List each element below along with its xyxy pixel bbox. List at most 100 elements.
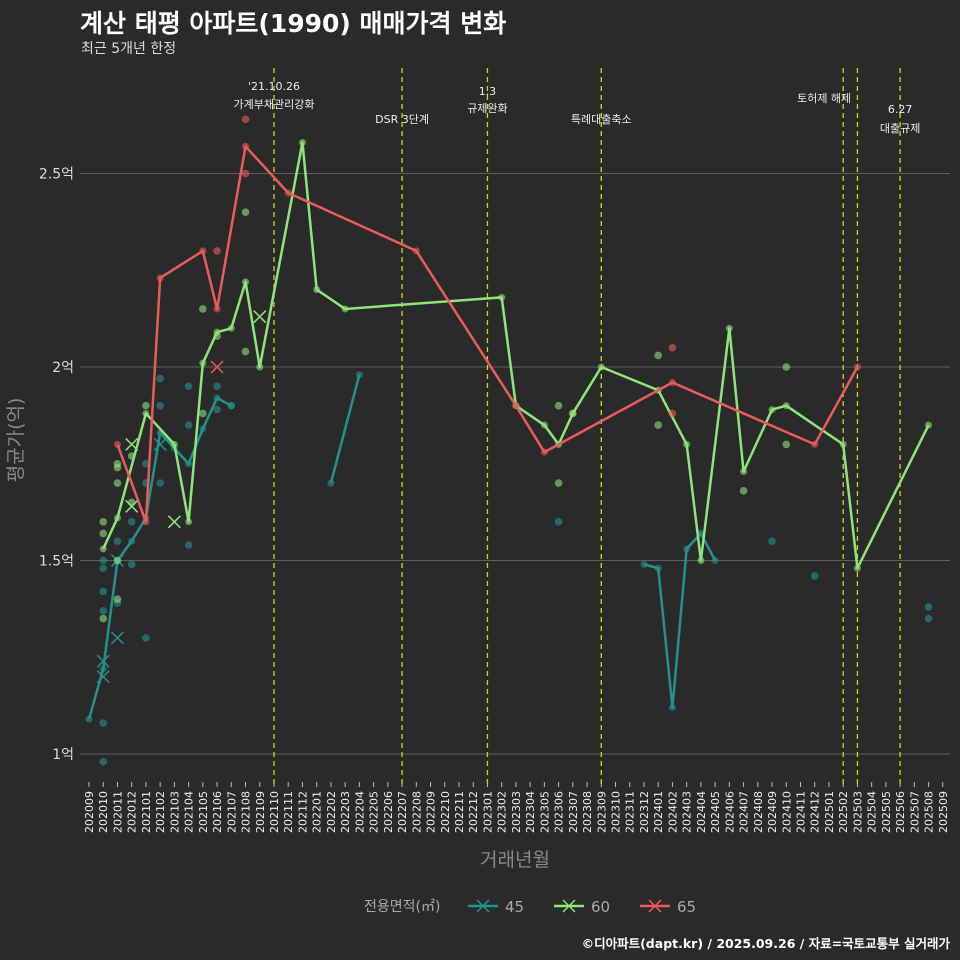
x-tick-label: 202208	[410, 791, 423, 833]
data-point	[99, 556, 108, 565]
line-point	[128, 537, 136, 545]
x-tick-label: 202403	[681, 791, 694, 833]
legend-label-65: 65	[677, 898, 696, 916]
event-label: 규제완화	[467, 102, 507, 115]
x-tick-label: 202501	[823, 791, 836, 833]
event-label: 토허제 해제	[797, 91, 851, 105]
x-tick-label: 202201	[311, 791, 324, 833]
x-tick-label: 202103	[168, 791, 181, 833]
data-point	[810, 572, 819, 580]
data-point	[184, 541, 193, 549]
x-tick-label: 202206	[382, 791, 395, 833]
data-point	[199, 409, 207, 418]
line-point	[597, 363, 605, 371]
data-point	[184, 382, 193, 391]
line-point	[668, 704, 676, 712]
data-point	[113, 595, 122, 603]
data-point	[99, 518, 108, 526]
data-point	[241, 169, 250, 178]
y-tick-label: 2억	[52, 360, 74, 376]
series-65	[113, 115, 861, 526]
x-tick-label: 202507	[908, 791, 921, 833]
line-point	[142, 518, 150, 526]
chart-title: 계산 태평 아파트(1990) 매매가격 변화	[80, 9, 507, 38]
x-tick-label: 202303	[510, 791, 523, 833]
x-tick-label: 202010	[97, 791, 110, 833]
line-point	[170, 440, 178, 448]
x-tick-label: 202009	[83, 791, 96, 833]
x-tick-label: 202202	[325, 791, 338, 833]
data-point	[142, 459, 150, 468]
line-point	[498, 293, 506, 301]
line-point	[512, 402, 520, 410]
x-tick-label: 202504	[866, 791, 879, 833]
series-line	[643, 532, 717, 709]
data-point	[99, 607, 108, 615]
x-tick-label: 202404	[695, 791, 708, 833]
legend-key-cross	[648, 899, 662, 913]
event-label: 대출규제	[880, 122, 920, 135]
line-point	[853, 363, 861, 371]
x-tick-label: 202401	[652, 791, 665, 833]
line-point	[227, 324, 235, 332]
data-point	[99, 529, 108, 538]
x-tick-label: 202402	[666, 791, 679, 833]
data-point	[213, 247, 221, 255]
x-tick-label: 202505	[880, 791, 893, 833]
x-tick-label: 202509	[937, 791, 950, 833]
series-45	[85, 371, 933, 766]
data-point	[99, 587, 108, 596]
x-tick-label: 202205	[368, 791, 381, 833]
line-point	[853, 564, 861, 572]
x-tick-label: 202409	[766, 791, 779, 833]
x-tick-label: 202209	[425, 791, 438, 833]
cross-marker	[253, 310, 267, 324]
data-point	[99, 614, 108, 623]
cross-marker	[125, 499, 139, 513]
x-tick-label: 202311	[624, 791, 637, 833]
line-point	[540, 448, 548, 456]
cross-marker	[125, 437, 139, 451]
y-tick-label: 2.5억	[39, 167, 74, 183]
line-point	[711, 557, 719, 564]
data-point	[241, 208, 250, 216]
line-point	[242, 278, 250, 286]
line-point	[199, 425, 207, 433]
line-point	[284, 189, 292, 197]
data-point	[113, 556, 122, 565]
x-tick-label: 202011	[111, 791, 124, 833]
data-point	[113, 459, 122, 468]
data-point	[156, 374, 164, 383]
data-point	[654, 351, 662, 360]
x-tick-label: 202407	[738, 791, 751, 833]
x-tick-label: 202107	[225, 791, 238, 833]
data-point	[554, 518, 563, 526]
line-point	[697, 557, 705, 564]
series-line	[329, 374, 361, 484]
line-point	[156, 274, 164, 282]
series-line	[102, 141, 930, 570]
chart-subtitle: 최근 5개년 한정	[81, 41, 177, 57]
line-point	[540, 421, 548, 429]
x-tick-label: 202212	[467, 791, 480, 833]
line-point	[412, 247, 420, 255]
legend-title: 전용면적(㎡)	[364, 899, 440, 915]
data-point	[668, 343, 677, 352]
data-point	[668, 409, 677, 418]
event-label: 가계부채관리강화	[234, 98, 315, 111]
line-point	[782, 402, 790, 410]
line-point	[768, 406, 776, 414]
line-point	[355, 371, 363, 379]
line-point	[199, 247, 207, 255]
x-tick-label: 202411	[795, 791, 808, 833]
data-point	[113, 537, 122, 545]
line-point	[313, 286, 321, 294]
line-point	[213, 305, 221, 313]
x-tick-label: 202012	[126, 791, 139, 833]
data-point	[554, 401, 563, 410]
x-tick-label: 202109	[254, 791, 267, 833]
x-tick-label: 202502	[837, 791, 850, 833]
data-point	[127, 560, 136, 569]
x-tick-label: 202310	[610, 791, 623, 833]
cross-marker	[96, 654, 110, 668]
